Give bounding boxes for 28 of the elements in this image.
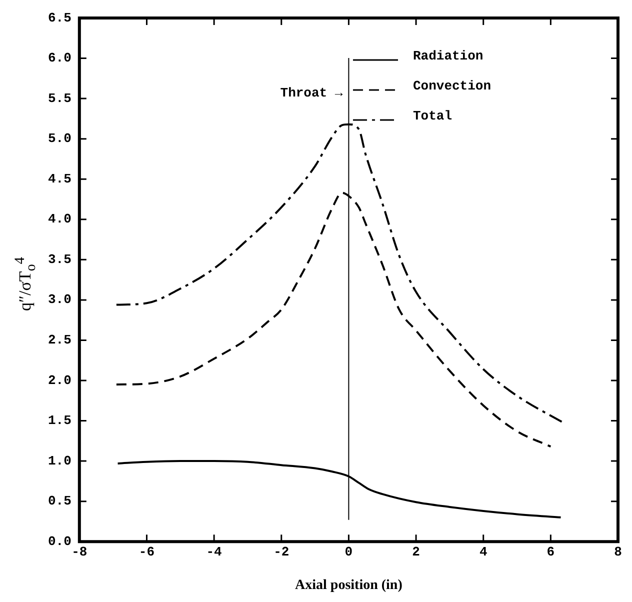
x-tick-label: 0 xyxy=(344,544,353,560)
x-tick-label: -2 xyxy=(274,544,290,560)
y-tick-label: 2.0 xyxy=(48,372,72,388)
x-tick-label: 6 xyxy=(546,544,555,560)
y-tick-label: 3.0 xyxy=(48,292,72,308)
y-tick-label: 4.5 xyxy=(48,171,72,186)
x-tick-label: 2 xyxy=(412,544,420,560)
y-tick-label: 0.5 xyxy=(48,494,72,509)
ref-line-label: Throat → xyxy=(280,85,343,100)
y-tick-label: 1.5 xyxy=(48,413,72,428)
y-tick-label: 1.0 xyxy=(48,453,72,468)
y-tick-label: 3.5 xyxy=(48,252,72,267)
y-tick-label: 5.5 xyxy=(48,90,72,106)
y-tick-label: 4.0 xyxy=(48,212,72,227)
legend-label: Total xyxy=(413,108,452,124)
x-tick-label: 8 xyxy=(614,544,622,560)
legend-label: Radiation xyxy=(413,48,484,64)
x-tick-label: -4 xyxy=(206,544,222,560)
x-tick-label: -6 xyxy=(138,544,155,560)
x-axis-title: Axial position (in) xyxy=(295,578,403,594)
y-tick-label: 5.0 xyxy=(48,131,72,146)
x-tick-label: -8 xyxy=(72,544,88,560)
x-tick-label: 4 xyxy=(479,544,488,560)
y-tick-label: 0.0 xyxy=(48,534,72,549)
y-tick-label: 2.5 xyxy=(48,332,72,348)
y-tick-label: 6.5 xyxy=(48,10,72,26)
legend-label: Convection xyxy=(413,78,492,94)
y-tick-label: 6.0 xyxy=(48,50,72,66)
